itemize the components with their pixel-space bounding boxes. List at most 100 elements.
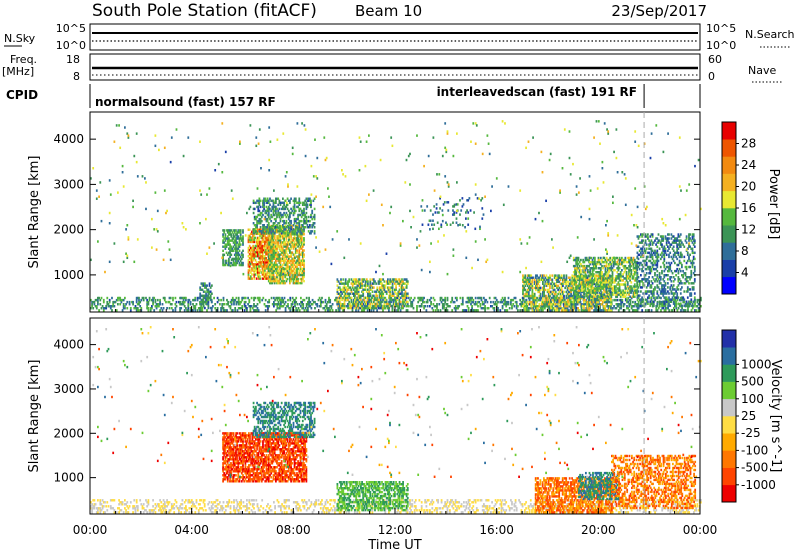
range-gate-cell [277, 243, 280, 246]
range-gate-cell [663, 309, 666, 312]
range-gate-cell [169, 303, 172, 306]
range-gate-cell [401, 304, 403, 308]
range-gate-cell [264, 269, 266, 272]
range-gate-cell [675, 303, 678, 306]
range-gate-cell [282, 201, 284, 205]
range-gate-cell [382, 284, 385, 287]
range-gate-cell [354, 306, 356, 310]
range-gate-cell [599, 296, 602, 300]
range-gate-cell [235, 259, 237, 263]
range-gate-cell [439, 207, 441, 210]
range-gate-cell [270, 259, 273, 262]
range-gate-cell [537, 278, 540, 281]
range-gate-cell [389, 294, 392, 298]
range-gate-cell [293, 203, 296, 207]
range-gate-cell [262, 273, 265, 276]
range-gate-cell [544, 305, 547, 308]
nsearch-label: N.Search [745, 28, 795, 41]
range-gate-cell [556, 286, 558, 290]
range-gate-cell [168, 296, 171, 300]
range-gate-cell [271, 267, 274, 271]
range-gate-cell [381, 294, 383, 298]
range-gate-cell [300, 259, 303, 262]
range-gate-cell [265, 238, 267, 242]
range-gate-cell [238, 243, 241, 246]
range-gate-cell [609, 285, 612, 288]
range-gate-cell [581, 287, 583, 290]
range-gate-cell [168, 300, 171, 304]
range-gate-cell [287, 209, 290, 213]
range-gate-cell [622, 258, 624, 262]
range-gate-cell [291, 277, 294, 281]
range-gate-cell [298, 273, 301, 277]
range-gate-cell [597, 267, 600, 270]
range-gate-cell [243, 300, 246, 304]
range-gate-cell [342, 282, 345, 285]
range-gate-cell [593, 296, 596, 300]
range-gate-cell [397, 294, 400, 298]
range-gate-cell [676, 309, 679, 312]
range-gate-cell [131, 300, 133, 304]
range-gate-cell [488, 296, 491, 300]
range-gate-cell [592, 295, 595, 298]
range-gate-cell [382, 294, 385, 298]
range-gate-cell [279, 219, 282, 223]
range-gate-cell [566, 280, 569, 284]
range-gate-cell [258, 209, 261, 213]
range-gate-cell [276, 237, 278, 240]
range-gate-cell [467, 217, 470, 220]
range-gate-cell [328, 307, 330, 310]
range-gate-cell [605, 286, 608, 290]
range-gate-cell [429, 219, 432, 222]
range-gate-cell [422, 300, 424, 304]
range-gate-cell [446, 296, 449, 300]
range-gate-cell [189, 300, 192, 304]
range-gate-cell [622, 275, 624, 278]
range-gate-cell [239, 255, 242, 259]
range-gate-cell [542, 274, 544, 277]
range-gate-cell [535, 286, 537, 290]
range-gate-cell [530, 296, 533, 300]
range-gate-cell [385, 280, 388, 283]
range-gate-cell [278, 233, 281, 236]
range-gate-cell [350, 290, 353, 293]
range-gate-cell [563, 303, 565, 306]
range-gate-cell [259, 246, 262, 250]
range-gate-cell [257, 250, 259, 254]
range-gate-cell [621, 262, 623, 266]
range-gate-cell [228, 243, 230, 246]
range-gate-cell [558, 298, 561, 302]
range-gate-cell [300, 300, 302, 304]
range-gate-cell [429, 209, 432, 212]
range-gate-cell [606, 296, 609, 300]
range-gate-cell [617, 287, 620, 290]
range-gate-cell [303, 201, 305, 205]
range-gate-cell [602, 275, 604, 278]
range-gate-cell [305, 305, 308, 308]
range-gate-cell [287, 217, 290, 221]
range-gate-cell [285, 255, 288, 258]
range-gate-cell [267, 255, 270, 258]
range-gate-cell [506, 309, 509, 312]
range-gate-cell [356, 303, 359, 306]
range-gate-cell [266, 240, 269, 244]
range-gate-cell [615, 275, 617, 278]
range-gate-cell [294, 265, 297, 269]
range-gate-cell [571, 294, 574, 298]
range-gate-cell [622, 289, 624, 292]
range-gate-cell [616, 262, 619, 266]
range-gate-cell [269, 217, 271, 221]
range-gate-cell [466, 305, 469, 308]
range-gate-cell [600, 294, 603, 298]
range-gate-cell [580, 258, 582, 262]
range-gate-cell [299, 230, 302, 233]
range-gate-cell [341, 303, 343, 306]
range-gate-cell [310, 230, 312, 233]
range-gate-cell [570, 296, 572, 300]
range-gate-cell [273, 226, 276, 229]
range-gate-cell [248, 257, 251, 260]
range-gate-cell [549, 298, 551, 302]
range-gate-cell [547, 305, 550, 308]
range-gate-cell [396, 304, 399, 308]
